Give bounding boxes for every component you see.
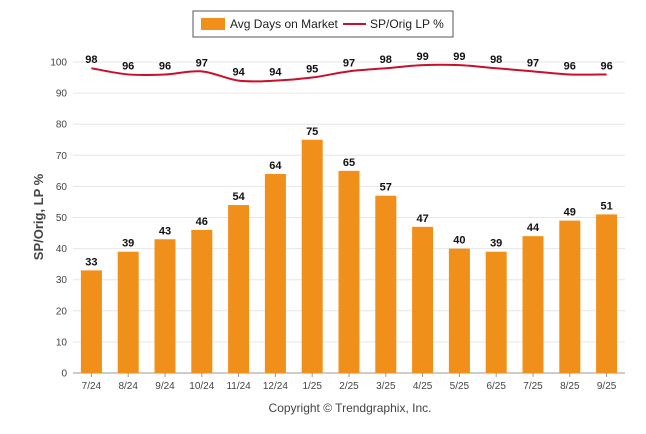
line-value-label: 97 [196, 57, 208, 69]
bar-value-label: 43 [159, 225, 171, 237]
bar [596, 214, 618, 373]
y-tick-label: 50 [56, 213, 68, 224]
y-axis-ticks: 0 10 20 30 40 50 60 70 80 90 100 [50, 58, 67, 380]
x-tick-label: 1/25 [302, 381, 322, 392]
x-tick-label: 11/24 [226, 381, 251, 392]
x-tick-label: 8/24 [118, 381, 138, 392]
line-value-label: 98 [380, 54, 392, 66]
line-labels: 98 96 96 97 94 94 95 97 98 99 99 98 97 96 96 [85, 51, 612, 79]
y-tick-label: 90 [56, 89, 68, 100]
line-value-label: 96 [122, 60, 134, 72]
y-tick-label: 20 [56, 306, 68, 317]
bar-value-label: 51 [600, 200, 612, 212]
bar-value-label: 75 [306, 126, 318, 138]
bar [375, 195, 397, 373]
x-tick-label: 9/24 [155, 381, 175, 392]
line-value-label: 98 [490, 54, 502, 66]
x-tick-label: 9/25 [597, 381, 617, 392]
line-value-label: 99 [453, 51, 465, 63]
bar-value-label: 39 [122, 238, 134, 250]
bar [522, 236, 544, 373]
bar-labels: 33 39 43 46 54 64 75 65 57 47 40 39 44 49 51 [85, 126, 612, 269]
line-value-label: 96 [564, 60, 576, 72]
y-axis-label: SP/Orig, LP % [31, 173, 46, 260]
bar [264, 173, 286, 373]
bar [338, 170, 360, 373]
bar-value-label: 46 [196, 216, 208, 228]
bar [80, 270, 102, 373]
line-series [91, 63, 607, 83]
line-value-label: 98 [85, 54, 97, 66]
y-tick-label: 10 [56, 337, 68, 348]
x-tick-label: 3/25 [376, 381, 396, 392]
bar-value-label: 40 [453, 235, 465, 247]
bars [80, 139, 618, 373]
bar-value-label: 39 [490, 238, 502, 250]
line-value-label: 97 [343, 57, 355, 69]
x-tick-label: 7/25 [523, 381, 543, 392]
x-tick-label: 6/25 [486, 381, 506, 392]
line-value-label: 94 [269, 67, 282, 79]
line-value-label: 96 [159, 60, 171, 72]
bar-value-label: 57 [380, 182, 392, 194]
bar [485, 251, 507, 373]
line-value-label: 94 [232, 67, 245, 79]
x-tick-label: 2/25 [339, 381, 359, 392]
legend-bar-swatch [201, 18, 225, 30]
legend-bar-label: Avg Days on Market [230, 17, 338, 31]
x-axis-ticks: 7/24 8/24 9/24 10/24 11/24 12/24 1/25 2/25 3/25 4… [82, 373, 617, 392]
copyright: Copyright © Trendgraphix, Inc. [269, 401, 432, 415]
x-tick-label: 4/25 [413, 381, 433, 392]
bar [117, 251, 139, 373]
bar [228, 205, 250, 373]
bar [412, 226, 434, 373]
y-tick-label: 30 [56, 275, 68, 286]
line-value-label: 96 [600, 60, 612, 72]
legend: Avg Days on Market SP/Orig LP % [192, 10, 454, 38]
bar-value-label: 44 [527, 222, 540, 234]
line-value-label: 95 [306, 64, 318, 76]
bar-value-label: 65 [343, 157, 355, 169]
bar [448, 248, 470, 373]
bar [191, 229, 213, 373]
bar [559, 220, 581, 373]
y-tick-label: 100 [50, 58, 67, 69]
bar-value-label: 47 [416, 213, 428, 225]
bar [154, 239, 176, 373]
legend-line-label: SP/Orig LP % [370, 17, 444, 31]
x-tick-label: 7/24 [82, 381, 102, 392]
y-tick-label: 60 [56, 182, 68, 193]
y-tick-label: 0 [61, 369, 67, 380]
bar-value-label: 33 [85, 256, 97, 268]
line-value-label: 97 [527, 57, 539, 69]
x-tick-label: 12/24 [263, 381, 288, 392]
y-tick-label: 40 [56, 244, 68, 255]
x-tick-label: 10/24 [189, 381, 214, 392]
sp-orig-lp-line [91, 63, 607, 83]
line-value-label: 99 [416, 51, 428, 63]
bar-value-label: 49 [564, 207, 576, 219]
bar-value-label: 64 [269, 160, 282, 172]
x-tick-label: 5/25 [450, 381, 470, 392]
x-tick-label: 8/25 [560, 381, 580, 392]
y-tick-label: 80 [56, 120, 68, 131]
bar-value-label: 54 [232, 191, 245, 203]
bar [301, 139, 323, 373]
y-tick-label: 70 [56, 151, 68, 162]
